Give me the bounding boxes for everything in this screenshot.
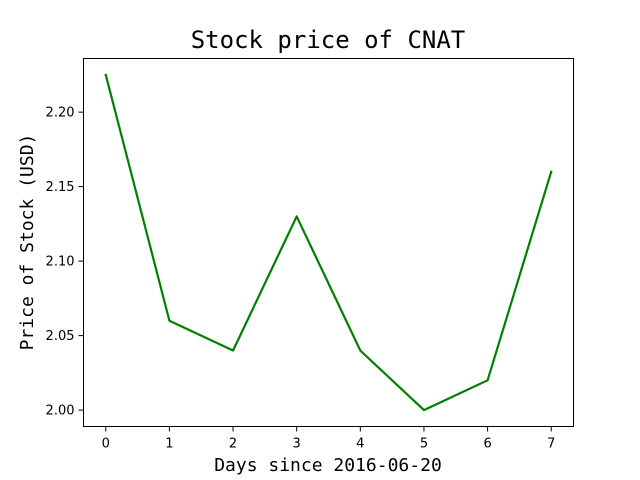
x-tick-label: 3 <box>293 437 301 452</box>
x-tick-label: 0 <box>102 437 110 452</box>
chart-title: Stock price of CNAT <box>191 26 466 54</box>
x-tick-label: 5 <box>420 437 428 452</box>
plot-layer: 0 1 2 3 4 5 6 7 2.00 2.05 2.10 2.15 2.20 <box>46 73 555 452</box>
x-tick-label: 2 <box>229 437 237 452</box>
y-tick-label: 2.20 <box>46 106 75 121</box>
y-tick-label: 2.00 <box>46 404 75 419</box>
series-line <box>104 73 553 412</box>
y-tick-label: 2.15 <box>46 180 75 195</box>
y-tick-label: 2.05 <box>46 329 75 344</box>
plot-area-frame <box>83 58 574 427</box>
x-tick-label: 4 <box>356 437 364 452</box>
x-tick-label: 7 <box>547 437 555 452</box>
x-axis-label: Days since 2016-06-20 <box>214 455 442 476</box>
x-tick-label: 6 <box>483 437 491 452</box>
x-tick-label: 1 <box>165 437 173 452</box>
y-tick-label: 2.10 <box>46 255 75 270</box>
y-axis-label: Price of Stock (USD) <box>17 134 38 351</box>
